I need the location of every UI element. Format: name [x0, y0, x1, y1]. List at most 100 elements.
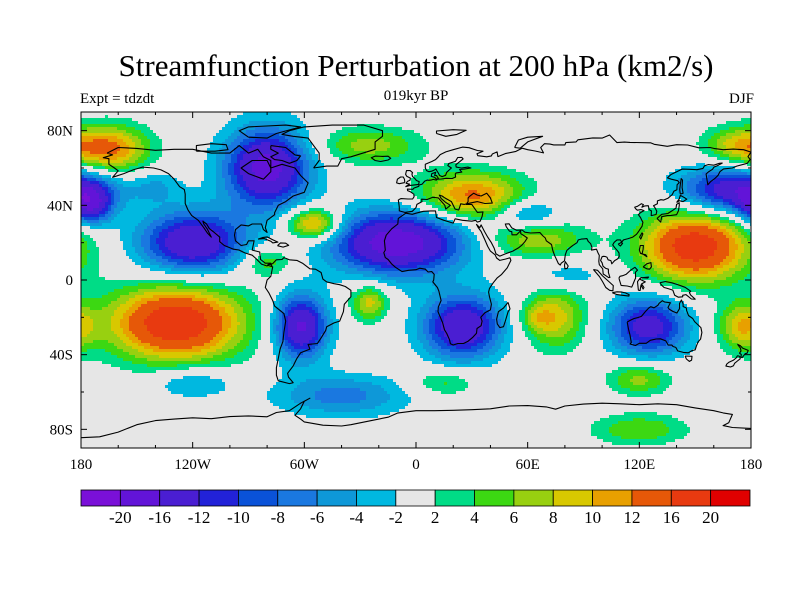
contour-cell — [369, 409, 373, 419]
contour-cell — [486, 301, 490, 311]
contour-cell — [411, 214, 415, 218]
contour-cell — [330, 403, 334, 413]
contour-cell — [687, 223, 691, 227]
contour-cell — [465, 364, 469, 368]
contour-cell — [231, 256, 235, 266]
contour-cell — [495, 166, 499, 173]
contour-cell — [639, 439, 643, 446]
contour-cell — [147, 139, 151, 158]
contour-cell — [528, 220, 532, 227]
contour-cell — [696, 295, 700, 317]
contour-cell — [243, 199, 247, 242]
contour-cell — [87, 334, 91, 344]
contour-cell — [180, 256, 184, 260]
contour-cell — [393, 277, 397, 281]
contour-cell — [147, 226, 151, 257]
contour-cell — [213, 379, 217, 395]
contour-cell — [654, 214, 658, 221]
contour-cell — [621, 439, 625, 446]
contour-cell — [297, 349, 301, 356]
contour-cell — [369, 133, 373, 140]
contour-cell — [111, 292, 115, 302]
contour-cell — [690, 283, 694, 287]
contour-cell — [234, 268, 238, 287]
contour-cell — [387, 133, 391, 143]
contour-cell — [372, 217, 376, 221]
contour-cell — [405, 217, 409, 221]
contour-cell — [708, 181, 712, 197]
contour-cell — [108, 142, 112, 155]
contour-cell — [258, 157, 262, 182]
contour-cell — [441, 205, 445, 209]
contour-cell — [81, 112, 85, 119]
contour-cell — [294, 193, 298, 200]
contour-cell — [567, 256, 571, 269]
contour-cell — [132, 262, 136, 281]
contour-cell — [102, 163, 106, 167]
contour-cell — [456, 205, 460, 209]
contour-cell — [627, 358, 631, 368]
contour-cell — [333, 370, 337, 380]
contour-cell — [636, 301, 640, 308]
contour-cell — [696, 217, 700, 221]
contour-cell — [141, 178, 145, 185]
contour-cell — [558, 307, 562, 329]
contour-cell — [546, 331, 550, 338]
contour-cell — [483, 211, 487, 218]
contour-cell — [177, 271, 181, 275]
contour-cell — [636, 319, 640, 335]
contour-cell — [186, 211, 190, 218]
contour-cell — [399, 166, 403, 203]
contour-cell — [294, 214, 298, 221]
contour-cell — [240, 352, 244, 365]
contour-cell — [366, 259, 370, 263]
contour-cell — [312, 349, 316, 356]
contour-cell — [174, 361, 178, 368]
contour-cell — [528, 112, 532, 179]
contour-cell — [636, 361, 640, 368]
contour-cell — [288, 316, 292, 338]
contour-cell — [657, 268, 661, 275]
contour-cell — [564, 301, 568, 314]
contour-cell — [81, 268, 85, 299]
contour-cell — [216, 226, 220, 233]
contour-cell — [96, 208, 100, 215]
contour-cell — [561, 346, 565, 356]
contour-cell — [414, 253, 418, 263]
contour-cell — [702, 289, 706, 296]
contour-cell — [231, 358, 235, 365]
contour-cell — [432, 202, 436, 209]
contour-cell — [354, 310, 358, 320]
contour-cell — [162, 307, 166, 341]
contour-cell — [225, 151, 229, 191]
contour-cell — [666, 193, 670, 209]
contour-cell — [183, 292, 187, 296]
contour-cell — [660, 322, 664, 335]
contour-cell — [174, 358, 178, 362]
contour-cell — [204, 262, 208, 266]
contour-cell — [618, 394, 622, 416]
contour-cell — [156, 295, 160, 302]
contour-cell — [312, 298, 316, 305]
contour-cell — [297, 289, 301, 296]
contour-cell — [105, 295, 109, 308]
contour-cell — [318, 349, 322, 359]
contour-cell — [711, 268, 715, 272]
contour-cell — [372, 112, 376, 125]
contour-cell — [306, 112, 310, 131]
contour-cell — [159, 280, 163, 284]
contour-cell — [474, 211, 478, 218]
contour-cell — [702, 235, 706, 260]
contour-cell — [213, 199, 217, 212]
contour-cell — [102, 220, 106, 224]
contour-cell — [102, 160, 106, 164]
contour-cell — [87, 166, 91, 173]
contour-cell — [96, 220, 100, 224]
contour-cell — [711, 289, 715, 299]
contour-cell — [222, 346, 226, 353]
contour-cell — [561, 112, 565, 227]
contour-cell — [225, 247, 229, 257]
contour-cell — [663, 208, 667, 215]
contour-cell — [624, 367, 628, 374]
contour-cell — [276, 307, 280, 326]
